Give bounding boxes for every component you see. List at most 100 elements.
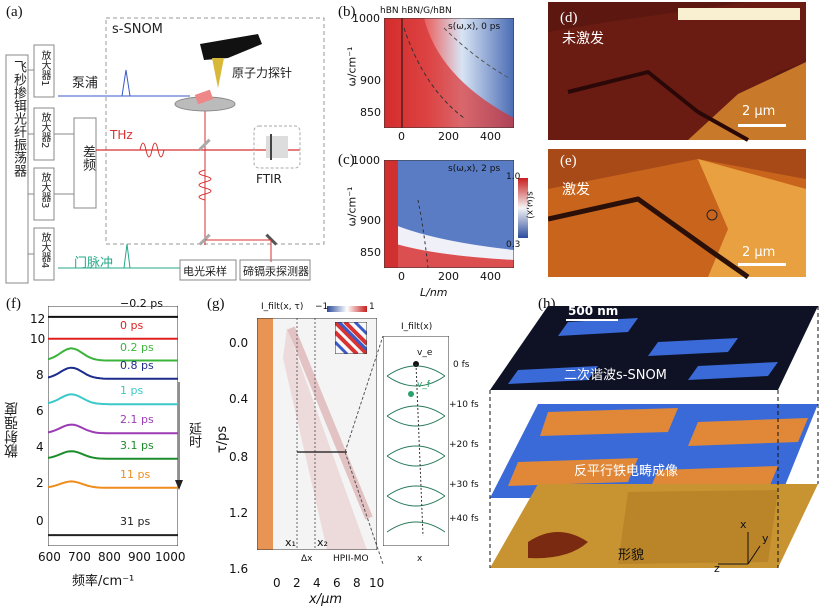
- f-xtick-1000: 1000: [155, 550, 186, 564]
- xtick-c-0: 0: [398, 270, 405, 283]
- f-ytick-6: 6: [36, 404, 44, 418]
- series-label-6: 3.1 ps: [120, 438, 154, 452]
- stack-label: hBN hBN/G/hBN: [380, 6, 452, 16]
- g-xtick-2: 2: [293, 576, 301, 590]
- g-time-3: +30 fs: [449, 480, 479, 490]
- panel-d: (d) 未激发 2 μm: [548, 0, 808, 145]
- trace-7: [48, 480, 178, 489]
- d-text: 未激发: [562, 31, 604, 47]
- f-ytick-0: 0: [36, 514, 44, 528]
- ftir-label: FTIR: [256, 172, 282, 186]
- g-ytick-2: 0.8: [229, 450, 249, 464]
- delay-arrow-icon: [175, 382, 183, 490]
- xtick-c-200: 200: [438, 270, 459, 283]
- xtick-b-400: 400: [480, 130, 501, 143]
- ytick-b-850: 850: [360, 106, 381, 119]
- series-label-0: −0.2 ps: [120, 296, 163, 310]
- panel-e: (e) 激发 2 μm: [548, 145, 808, 285]
- heatmap-c: [384, 160, 514, 268]
- g-inset-title: I_filt(x): [401, 322, 433, 332]
- g-top-label: I_filt(x, τ): [261, 302, 304, 312]
- f-arrow-label: 延时: [186, 422, 201, 448]
- ylabel-c: ω/cm⁻¹: [345, 186, 359, 227]
- panel-g-label: (g): [207, 296, 225, 312]
- kymograph: [257, 318, 377, 550]
- g-vf: v_f: [417, 380, 430, 390]
- heatmap-b: [384, 18, 514, 128]
- xlabel-c: L/nm: [420, 286, 448, 299]
- panel-f: (f) 散射强度 频率/cm⁻¹ 600 700 800 900 1000 0 …: [0, 292, 205, 614]
- trace-6: [48, 450, 178, 460]
- f-ytick-8: 8: [36, 368, 44, 382]
- kymo-inset: [335, 322, 367, 354]
- amp4-label: 放大器4: [39, 232, 50, 269]
- g-cbar-min: −1: [315, 302, 329, 312]
- dfg-label: 差频: [80, 145, 95, 171]
- g-xtick-8: 8: [353, 576, 361, 590]
- cbar-c-min: 0.3: [506, 240, 521, 250]
- tag-b: s(ω,x), 0 ps: [448, 22, 501, 32]
- pump-label: 泵浦: [72, 76, 99, 91]
- h-layer2: 反平行铁电畴成像: [574, 464, 679, 479]
- f-xtick-600: 600: [38, 550, 61, 564]
- cbar-c-max: 1.0: [506, 172, 521, 182]
- amp2-label: 放大器2: [39, 112, 50, 149]
- series-label-7: 11 ps: [120, 467, 151, 481]
- h-layer3: 形貌: [618, 548, 645, 563]
- panel-a: (a): [0, 0, 330, 290]
- series-label-2: 0.2 ps: [120, 340, 154, 354]
- det-label: 碲镉汞探测器: [243, 265, 309, 278]
- ytick-b-1000: 1000: [352, 12, 380, 25]
- panel-c-label: (c): [338, 152, 355, 168]
- gate-label: 门脉冲: [74, 256, 114, 271]
- g-xtick-10: 10: [369, 576, 385, 590]
- ytick-c-900: 900: [360, 214, 381, 227]
- panel-d-label: (d): [560, 10, 578, 26]
- cbar-c-label: s(ω,x): [524, 191, 535, 219]
- g-time-0: 0 fs: [453, 360, 470, 370]
- h-pz: P_z: [512, 406, 532, 420]
- h-axis-x: x: [740, 518, 747, 531]
- series-label-3: 0.8 ps: [120, 358, 154, 372]
- h-scalebar: 500 nm: [568, 304, 619, 318]
- h-stack: [489, 306, 819, 568]
- g-colorbar: [327, 306, 367, 312]
- series-label-8: 31 ps: [120, 515, 151, 529]
- ytick-c-1000: 1000: [352, 154, 380, 167]
- f-ytick-10: 10: [30, 332, 46, 346]
- panel-f-label: (f): [6, 296, 21, 312]
- g-xtick-6: 6: [333, 576, 341, 590]
- g-ytick-3: 1.2: [229, 506, 249, 520]
- ytick-b-900: 900: [360, 74, 381, 87]
- laser-label: 飞秒掺铒光纤振荡器: [11, 60, 26, 177]
- d-scale: 2 μm: [742, 104, 776, 119]
- image-e: [548, 149, 806, 279]
- g-xtick-4: 4: [313, 576, 321, 590]
- g-ytick-0: 0.0: [229, 336, 249, 350]
- trace-5: [48, 423, 178, 435]
- panel-e-label: (e): [560, 153, 577, 169]
- g-ylabel: τ/ps: [215, 425, 231, 454]
- h-axis-z: z: [714, 562, 720, 575]
- tag-c: s(ω,x), 2 ps: [448, 164, 501, 174]
- ytick-c-850: 850: [360, 246, 381, 259]
- g-ytick-4: 1.6: [229, 562, 249, 576]
- g-time-1: +10 fs: [449, 400, 479, 410]
- g-ve: v_e: [417, 348, 433, 358]
- amp1-label: 放大器1: [39, 50, 50, 87]
- panel-b: (b) hBN hBN/G/hBN s(ω,x), 0 ps ω/cm⁻¹ 10…: [330, 0, 520, 150]
- f-ytick-2: 2: [36, 476, 44, 490]
- g-dx: Δx: [301, 554, 313, 564]
- panel-a-label: (a): [6, 4, 23, 20]
- f-ytick-12: 12: [30, 312, 46, 326]
- h-axis-y: y: [762, 532, 769, 545]
- series-label-1: 0 ps: [120, 318, 144, 332]
- g-xlabel: x/μm: [309, 592, 343, 607]
- e-text: 激发: [562, 182, 590, 198]
- f-ytick-4: 4: [36, 440, 44, 454]
- h-layer1: 二次谐波s-SNOM: [564, 368, 667, 383]
- g-zoom-lines: [345, 336, 384, 565]
- xtick-b-0: 0: [398, 130, 405, 143]
- panel-c: (c) s(ω,x), 2 ps 1.0 0.3 s(ω,x) ω/cm⁻¹ 1…: [330, 150, 535, 299]
- g-ytick-1: 0.4: [229, 392, 249, 406]
